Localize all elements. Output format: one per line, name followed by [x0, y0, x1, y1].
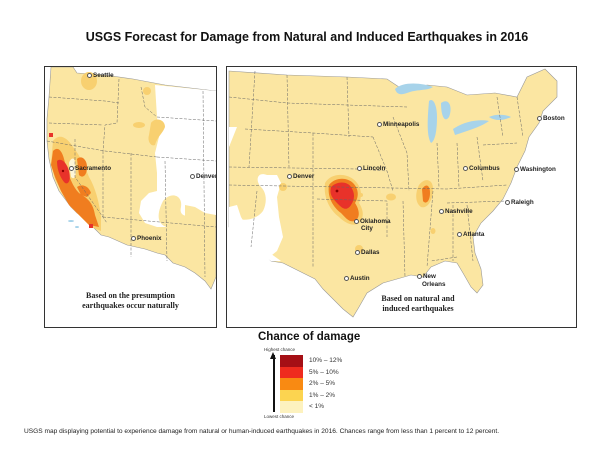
- city-name: Columbus: [469, 165, 500, 172]
- city-name: Nashville: [445, 208, 473, 215]
- city-label: City: [361, 225, 373, 232]
- left-map-caption: Based on the presumption earthquakes occ…: [45, 291, 216, 311]
- city-name: Sacramento: [75, 165, 112, 172]
- legend-swatch: [280, 389, 303, 401]
- city-marker-icon: [357, 165, 362, 171]
- city-marker-icon: [417, 273, 422, 279]
- legend-title: Chance of damage: [258, 331, 361, 343]
- city-label: Nashville: [439, 208, 473, 215]
- city-marker-icon: [514, 166, 519, 172]
- city-marker-icon: [463, 165, 468, 171]
- city-name: Washington: [520, 166, 556, 173]
- city-label: Lincoln: [357, 165, 385, 172]
- city-marker-icon: [190, 173, 195, 179]
- city-label: Atlanta: [457, 231, 484, 238]
- city-name: City: [361, 225, 373, 232]
- right-map-caption-line2: induced earthquakes: [382, 304, 454, 313]
- city-marker-icon: [377, 121, 382, 127]
- natural-earthquakes-map: Seattle Sacramento Denver Phoenix Based on …: [44, 66, 217, 328]
- western-us-map-graphic: [46, 67, 216, 290]
- legend-swatch: [280, 366, 303, 378]
- city-marker-icon: [131, 235, 136, 241]
- contiguous-us-map-graphic: [228, 68, 558, 318]
- city-label: Dallas: [355, 249, 380, 256]
- city-label: Seattle: [87, 72, 114, 79]
- city-name: Denver: [196, 173, 217, 180]
- city-name: Raleigh: [511, 199, 534, 206]
- city-marker-icon: [87, 72, 92, 78]
- city-name: Boston: [543, 115, 565, 122]
- city-name: Dallas: [361, 249, 380, 256]
- left-map-caption-line2: earthquakes occur naturally: [82, 301, 179, 310]
- city-label: Phoenix: [131, 235, 162, 242]
- map-title: USGS Forecast for Damage from Natural an…: [85, 30, 529, 44]
- left-map-caption-line1: Based on the presumption: [86, 291, 175, 300]
- city-name: New: [423, 273, 436, 280]
- right-map-caption: Based on natural and induced earthquakes: [363, 294, 473, 314]
- city-marker-icon: [354, 218, 359, 224]
- city-label: Boston: [537, 115, 565, 122]
- city-name: Seattle: [93, 72, 114, 79]
- city-label: Denver: [190, 173, 217, 180]
- legend-swatch: [280, 401, 303, 413]
- legend-highest-label: Highest chance: [264, 347, 296, 352]
- city-name: Minneapolis: [383, 121, 420, 128]
- footnote-caption: USGS map displaying potential to experie…: [24, 428, 500, 435]
- city-label: Washington: [514, 166, 556, 173]
- city-marker-icon: [457, 231, 462, 237]
- legend-label: 2% – 5%: [309, 380, 336, 387]
- city-marker-icon: [355, 249, 360, 255]
- legend-swatch: [280, 378, 303, 390]
- city-name: Atlanta: [463, 231, 485, 238]
- legend-label: 1% – 2%: [309, 391, 336, 399]
- city-name: Phoenix: [137, 235, 162, 242]
- city-name: Denver: [293, 173, 315, 180]
- city-marker-icon: [537, 115, 542, 121]
- city-marker-icon: [287, 173, 292, 179]
- city-name: Austin: [350, 275, 370, 282]
- city-label: Columbus: [463, 165, 500, 172]
- city-label: Raleigh: [505, 199, 534, 206]
- right-map-caption-line1: Based on natural and: [381, 294, 455, 303]
- city-label: Sacramento: [69, 165, 111, 172]
- city-label: Denver: [287, 173, 314, 180]
- city-marker-icon: [344, 275, 349, 281]
- natural-and-induced-earthquakes-map: Minneapolis Boston Lincoln Columbus Washingt…: [226, 66, 577, 328]
- legend-swatch: [280, 355, 303, 367]
- city-label: Oklahoma: [354, 218, 390, 225]
- city-marker-icon: [505, 199, 510, 205]
- city-name: Lincoln: [363, 165, 386, 172]
- legend-label: 10% – 12%: [309, 357, 343, 364]
- city-name: Orleans: [422, 281, 446, 288]
- legend-label: < 1%: [309, 403, 324, 410]
- legend-label: 5% – 10%: [309, 368, 339, 376]
- city-label: Austin: [344, 275, 370, 282]
- city-marker-icon: [69, 165, 74, 171]
- city-label: Minneapolis: [377, 121, 419, 128]
- legend-arrow-shaft: [273, 355, 275, 412]
- city-marker-icon: [439, 208, 444, 214]
- city-name: Oklahoma: [360, 218, 391, 225]
- legend-lowest-label: Lowest chance: [264, 414, 295, 419]
- city-label: New: [417, 273, 436, 280]
- city-label: Orleans: [422, 281, 445, 288]
